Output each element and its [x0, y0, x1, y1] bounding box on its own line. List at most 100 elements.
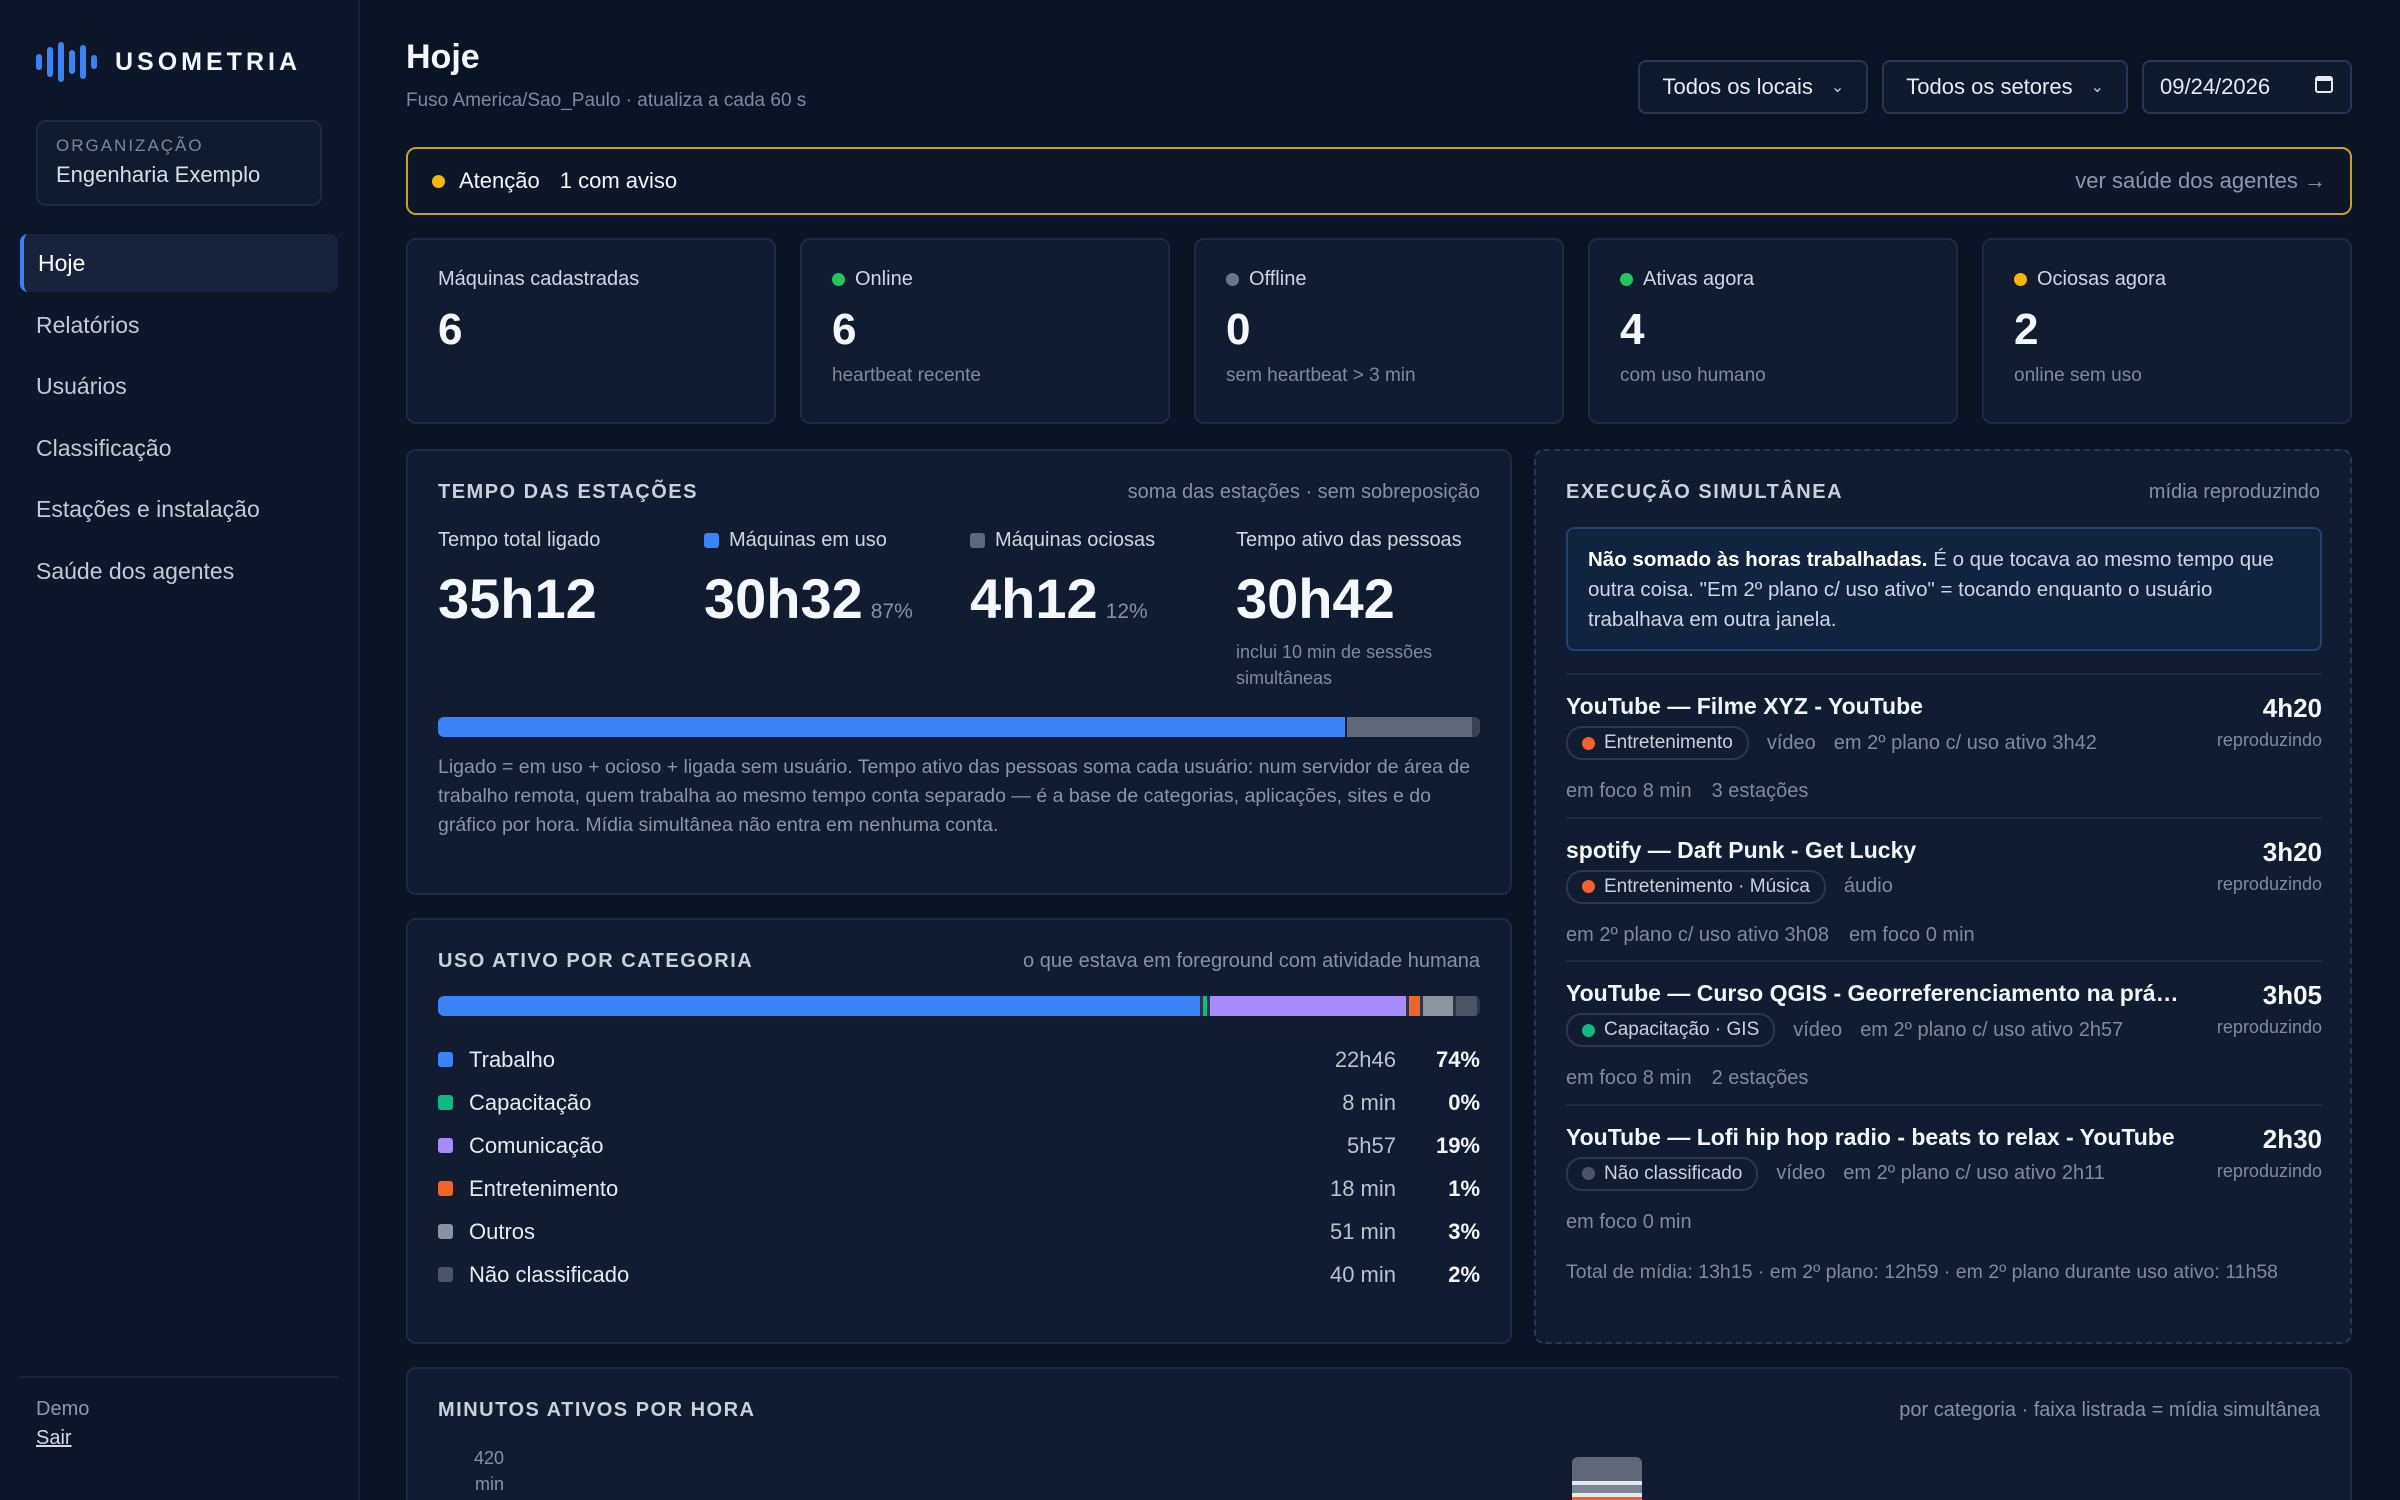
- y-axis-unit: min: [474, 1474, 504, 1494]
- media-total: Total de mídia: 13h15 · em 2º plano: 12h…: [1566, 1261, 2279, 1283]
- idle-dot-icon: [2014, 273, 2027, 286]
- media-background-time: em 2º plano c/ uso ativo 2h57: [1860, 1018, 2124, 1041]
- page-subtitle: Fuso America/Sao_Paulo · atualiza a cada…: [406, 90, 807, 111]
- nav-item-estacoes[interactable]: Estações e instalação: [36, 496, 260, 522]
- info-text: É o que tocava ao mesmo tempo que outra …: [1588, 548, 2274, 631]
- metric-pct: 12%: [1105, 600, 1148, 623]
- category-row[interactable]: Comunicação 5h57 19%: [438, 1124, 1480, 1167]
- panel-note: mídia reproduzindo: [2148, 481, 2320, 503]
- media-item[interactable]: YouTube — Curso QGIS - Georreferenciamen…: [1566, 960, 2322, 1104]
- stat-label: Ociosas agora: [2037, 268, 2166, 290]
- stat-card-offline: Offline 0 sem heartbeat > 3 min: [1194, 238, 1564, 424]
- category-dot-icon: [1582, 736, 1595, 750]
- category-dot-icon: [1582, 880, 1595, 893]
- category-time: 51 min: [1329, 1218, 1396, 1244]
- nav-item-hoje[interactable]: Hoje: [20, 234, 338, 292]
- media-item[interactable]: spotify — Daft Punk - Get Lucky Entreteni…: [1566, 816, 2322, 961]
- stat-sub: com uso humano: [1620, 365, 1766, 386]
- logout-link[interactable]: Sair: [36, 1427, 72, 1449]
- station-time-bar: [438, 717, 1480, 737]
- hour-bar-segment: [1572, 1497, 1642, 1500]
- category-row[interactable]: Outros 51 min 3%: [438, 1210, 1480, 1253]
- category-row[interactable]: Trabalho 22h46 74%: [438, 1038, 1480, 1081]
- sidebar: USOMETRIA ORGANIZAÇÃO Engenharia Exemplo…: [0, 0, 360, 1500]
- nav-item-usuarios[interactable]: Usuários: [36, 373, 127, 399]
- nav-item-saude-agentes[interactable]: Saúde dos agentes: [36, 557, 235, 584]
- hourly-panel: MINUTOS ATIVOS POR HORA por categoria · …: [406, 1367, 2352, 1500]
- metric-idle: Máquinas ociosas 4h12 12%: [970, 529, 1155, 631]
- metric-label: Máquinas em uso: [729, 529, 887, 551]
- calendar-icon[interactable]: [2314, 74, 2334, 100]
- sector-select[interactable]: Todos os setores ⌄: [1882, 60, 2128, 114]
- category-swatch-icon: [438, 1181, 453, 1196]
- category-row[interactable]: Capacitação 8 min 0%: [438, 1081, 1480, 1124]
- category-bar-segment: [1422, 996, 1454, 1016]
- category-row[interactable]: Não classificado 40 min 2%: [438, 1253, 1480, 1296]
- hour-bar-segment: [1572, 1457, 1642, 1481]
- agent-health-link[interactable]: ver saúde dos agentes →: [2075, 168, 2326, 193]
- media-category-label: Capacitação · GIS: [1604, 1019, 1760, 1040]
- category-name: Trabalho: [469, 1046, 556, 1072]
- media-duration: 2h30: [2262, 1123, 2322, 1154]
- category-row[interactable]: Entretenimento 18 min 1%: [438, 1167, 1480, 1210]
- media-list: YouTube — Filme XYZ - YouTube Entretenime…: [1566, 673, 2322, 1247]
- stat-sub: online sem uso: [2014, 365, 2142, 386]
- media-title: spotify — Daft Punk - Get Lucky: [1566, 836, 1917, 863]
- category-bar-segment: [1409, 996, 1420, 1016]
- media-kind: vídeo: [1776, 1162, 1826, 1184]
- stat-value: 4: [1620, 305, 1645, 354]
- organization-selector[interactable]: ORGANIZAÇÃO Engenharia Exemplo: [36, 120, 322, 206]
- media-duration: 3h05: [2262, 980, 2322, 1010]
- filters: Todos os locais ⌄ Todos os setores ⌄ 09/…: [1638, 60, 2352, 114]
- stat-value: 0: [1226, 305, 1251, 354]
- media-category-tag: Entretenimento: [1566, 726, 1749, 760]
- category-dot-icon: [1582, 1023, 1595, 1037]
- category-bar: [438, 996, 1480, 1016]
- category-pct: 1%: [1448, 1175, 1480, 1201]
- category-dot-icon: [1582, 1167, 1595, 1180]
- hour-bar-segment: [1572, 1485, 1642, 1493]
- nav-item-relatorios[interactable]: Relatórios: [36, 311, 140, 338]
- media-info-box: Não somado às horas trabalhadas. É o que…: [1566, 527, 2322, 651]
- media-category-tag: Não classificado: [1566, 1156, 1759, 1191]
- category-time: 40 min: [1329, 1261, 1396, 1287]
- location-select[interactable]: Todos os locais ⌄: [1638, 60, 1869, 114]
- media-item[interactable]: YouTube — Lofi hip hop radio - beats to …: [1566, 1103, 2322, 1248]
- media-state: reproduzindo: [2216, 1160, 2322, 1181]
- y-axis-top-label: 420 min: [464, 1445, 504, 1497]
- in-use-segment: [438, 717, 1345, 737]
- media-item[interactable]: YouTube — Filme XYZ - YouTube Entretenime…: [1566, 673, 2322, 817]
- stat-card-active: Ativas agora 4 com uso humano: [1588, 238, 1958, 424]
- media-extra: 3 estações: [1711, 780, 1809, 802]
- category-name: Não classificado: [469, 1261, 630, 1287]
- date-input[interactable]: 09/24/2026: [2142, 60, 2352, 114]
- media-category-tag: Entretenimento · Música: [1566, 869, 1826, 904]
- category-swatch-icon: [438, 1224, 453, 1239]
- alert-banner: Atenção 1 com aviso ver saúde dos agente…: [406, 147, 2352, 215]
- category-list: Trabalho 22h46 74% Capacitação 8 min 0% Comuni…: [438, 1038, 1480, 1296]
- nav-item-classificacao[interactable]: Classificação: [36, 434, 172, 461]
- media-title: YouTube — Lofi hip hop radio - beats to …: [1566, 1123, 2175, 1150]
- media-background-time: em 2º plano c/ uso ativo 3h42: [1833, 731, 2097, 754]
- panel-title: MINUTOS ATIVOS POR HORA: [438, 1399, 756, 1421]
- panel-title: TEMPO DAS ESTAÇÕES: [438, 481, 698, 503]
- brand[interactable]: USOMETRIA: [36, 42, 301, 82]
- media-category-label: Entretenimento · Música: [1604, 875, 1810, 897]
- category-bar-segment: [1203, 996, 1208, 1016]
- category-name: Capacitação: [469, 1089, 592, 1115]
- panel-note: por categoria · faixa listrada = mídia s…: [1899, 1399, 2320, 1421]
- media-kind: vídeo: [1793, 1018, 1843, 1041]
- hour-bar[interactable]: [1572, 1457, 1642, 1500]
- idle-segment: [1346, 717, 1472, 737]
- category-time: 18 min: [1329, 1175, 1396, 1201]
- location-select-value: Todos os locais: [1662, 74, 1813, 99]
- online-dot-icon: [832, 273, 845, 286]
- stat-label: Offline: [1249, 268, 1307, 290]
- media-focus-time: em foco 0 min: [1566, 1210, 1692, 1233]
- category-time: 22h46: [1334, 1046, 1396, 1072]
- stat-card-idle: Ociosas agora 2 online sem uso: [1982, 238, 2352, 424]
- stat-value: 6: [832, 305, 857, 354]
- stat-card-registered: Máquinas cadastradas 6: [406, 238, 776, 424]
- page-title: Hoje: [406, 38, 480, 76]
- metric-people-active: Tempo ativo das pessoas 30h42 inclui 10 …: [1236, 529, 1486, 691]
